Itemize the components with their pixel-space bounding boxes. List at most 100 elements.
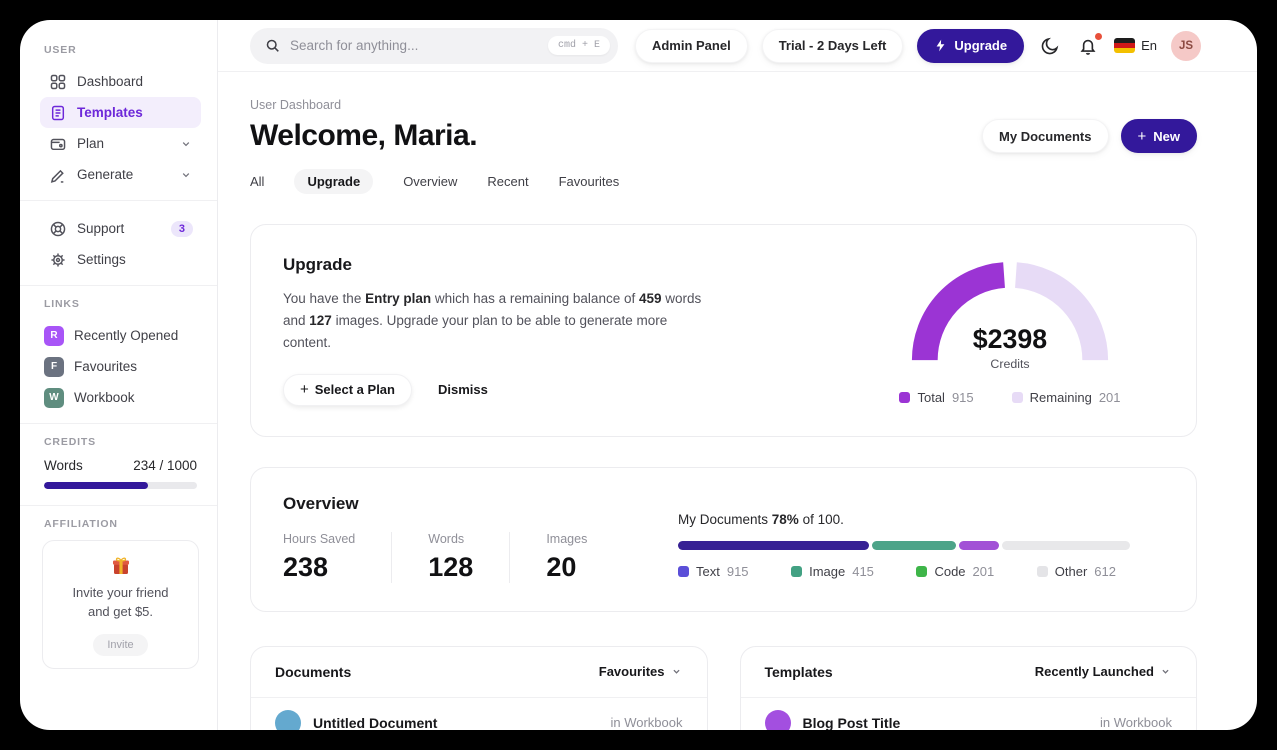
search-icon [264, 37, 281, 54]
admin-panel-button[interactable]: Admin Panel [634, 28, 748, 63]
user-avatar[interactable]: JS [1171, 30, 1201, 61]
chevron-down-icon [670, 665, 683, 678]
stacked-bar-legend: Text 915 Image 415 Code 201 [678, 564, 1130, 579]
bar-segment-image [871, 540, 956, 550]
credits-label: Words [44, 458, 83, 473]
sidebar-divider [20, 200, 217, 201]
half-donut-gauge: $2398 Credits [911, 262, 1109, 371]
link-label: Recently Opened [74, 328, 179, 343]
tab-all[interactable]: All [250, 174, 265, 189]
tab-overview[interactable]: Overview [403, 174, 458, 189]
sidebar-item-label: Templates [77, 105, 143, 120]
search-bar[interactable]: cmd + E [250, 27, 618, 64]
link-letter-badge: F [44, 356, 64, 377]
language-selector[interactable]: En [1114, 38, 1157, 53]
select-plan-button[interactable]: + Select a Plan [283, 373, 412, 406]
credits-gauge-chart: $2398 Credits Total 915 Remaining 201 [864, 251, 1156, 406]
overview-stats: Hours Saved 238 Words 128 Images 20 [283, 531, 623, 583]
legend-item-image: Image 415 [791, 564, 874, 579]
tab-favourites[interactable]: Favourites [558, 174, 620, 189]
filter-tabs: All Upgrade Overview Recent Favourites [250, 169, 1197, 194]
templates-document-icon [48, 103, 67, 122]
legend-item-total: Total 915 [899, 390, 974, 405]
sidebar-link-favourites[interactable]: F Favourites [40, 351, 201, 382]
sidebar-item-support[interactable]: Support 3 [40, 213, 201, 244]
dark-mode-moon-icon[interactable] [1038, 34, 1062, 58]
legend-swatch [791, 565, 803, 577]
document-list-item[interactable]: Untitled Document in Workbook [251, 698, 707, 730]
sidebar-divider [20, 423, 217, 424]
credits-progress-fill [44, 482, 149, 489]
tab-recent[interactable]: Recent [487, 174, 529, 189]
new-button[interactable]: + New [1120, 119, 1197, 153]
gauge-center-value: $2398 [973, 324, 1048, 354]
upgrade-button[interactable]: Upgrade [917, 28, 1025, 63]
gear-icon [48, 250, 67, 269]
gauge-center-label: Credits [990, 357, 1029, 371]
sidebar-item-plan[interactable]: Plan [40, 128, 201, 159]
notification-dot [1095, 32, 1103, 40]
sidebar-item-label: Support [77, 221, 125, 236]
documents-card: Documents Favourites Untitled Document i… [250, 645, 708, 730]
bar-segment-other [1001, 540, 1130, 550]
link-letter-badge: R [44, 325, 64, 346]
notifications-bell-icon[interactable] [1076, 32, 1103, 58]
template-list-item[interactable]: Blog Post Title in Workbook [741, 698, 1197, 730]
sidebar-divider [20, 505, 217, 506]
search-input[interactable] [290, 38, 539, 53]
dismiss-button[interactable]: Dismiss [437, 382, 488, 398]
gauge-legend: Total 915 Remaining 201 [899, 390, 1121, 405]
template-title: Blog Post Title [802, 714, 901, 730]
legend-swatch [1011, 392, 1023, 403]
sidebar-item-dashboard[interactable]: Dashboard [40, 66, 201, 97]
lightning-icon [934, 39, 947, 52]
templates-filter-dropdown[interactable]: Recently Launched [1035, 664, 1172, 679]
chevron-down-icon [179, 168, 193, 182]
sidebar-divider [20, 285, 217, 286]
invite-button[interactable]: Invite [93, 633, 148, 656]
credits-progress-bar [44, 482, 197, 489]
legend-item-text: Text 915 [678, 564, 749, 579]
template-avatar [764, 709, 791, 730]
page-content: User Dashboard Welcome, Maria. My Docume… [218, 72, 1257, 730]
sidebar: USER Dashboard Templates [20, 20, 218, 730]
lifebuoy-icon [48, 219, 67, 238]
sidebar-section-user: USER [44, 44, 77, 56]
legend-swatch [899, 392, 911, 403]
topbar-right-controls: Admin Panel Trial - 2 Days Left Upgrade [634, 28, 1201, 63]
sidebar-link-recently-opened[interactable]: R Recently Opened [40, 320, 201, 351]
affiliation-text: Invite your friend and get $5. [72, 585, 169, 619]
overview-left: Overview Hours Saved 238 Words 128 Image… [283, 494, 623, 583]
templates-card-title: Templates [764, 663, 833, 680]
german-flag-icon [1114, 38, 1136, 53]
sidebar-link-workbook[interactable]: W Workbook [40, 382, 201, 413]
stacked-progress-bar [678, 540, 1130, 550]
credits-words-row: Words 234 / 1000 [40, 458, 201, 473]
chevron-down-icon [179, 137, 193, 151]
page-title: Welcome, Maria. [250, 119, 478, 152]
chevron-down-icon [1159, 665, 1172, 678]
tab-upgrade[interactable]: Upgrade [294, 169, 374, 194]
trial-status-button[interactable]: Trial - 2 Days Left [761, 28, 904, 63]
legend-item-code: Code 201 [916, 564, 994, 579]
sidebar-item-generate[interactable]: Generate [40, 159, 201, 190]
sidebar-item-templates[interactable]: Templates [40, 97, 201, 128]
affiliation-card: Invite your friend and get $5. Invite [42, 540, 199, 669]
sidebar-item-settings[interactable]: Settings [40, 244, 201, 275]
templates-card: Templates Recently Launched Blog Post Ti… [739, 645, 1197, 730]
legend-item-remaining: Remaining 201 [1011, 390, 1121, 405]
upgrade-card: Upgrade You have the Entry plan which ha… [250, 224, 1197, 437]
stat-hours-saved: Hours Saved 238 [283, 531, 356, 582]
documents-filter-dropdown[interactable]: Favourites [599, 664, 683, 679]
link-label: Workbook [74, 390, 135, 405]
gift-icon [53, 555, 188, 577]
legend-swatch [1036, 565, 1048, 577]
my-documents-button[interactable]: My Documents [982, 119, 1109, 153]
sidebar-item-label: Plan [77, 136, 105, 151]
main-area: cmd + E Admin Panel Trial - 2 Days Left … [218, 20, 1257, 730]
plus-icon: + [1137, 127, 1147, 145]
upgrade-card-left: Upgrade You have the Entry plan which ha… [283, 255, 713, 406]
bar-segment-text [678, 540, 869, 550]
template-location: in Workbook [1099, 715, 1172, 730]
sidebar-item-label: Generate [77, 167, 134, 182]
